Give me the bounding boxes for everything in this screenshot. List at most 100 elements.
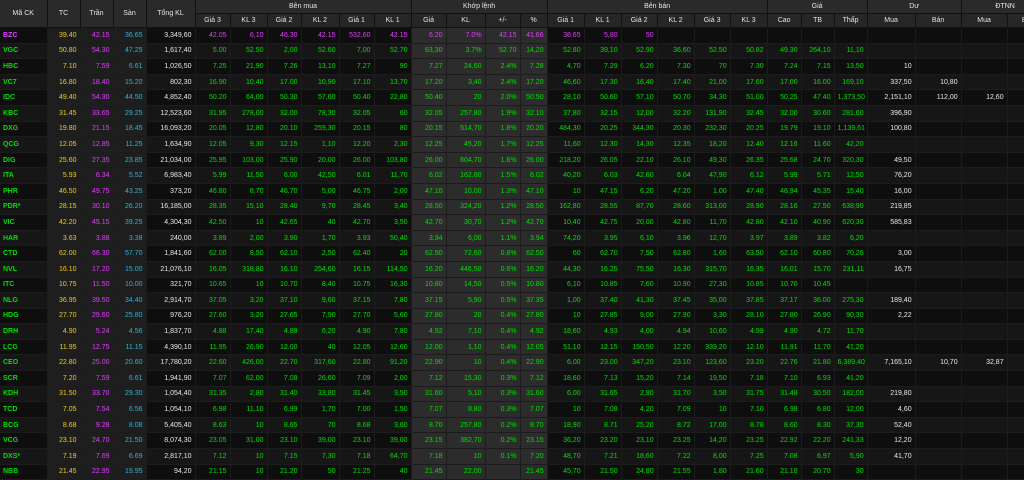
col-sub[interactable]: KL 1 — [584, 13, 622, 28]
value-cell: 20.70 — [801, 464, 835, 480]
table-row[interactable]: VIC 42.20 45.15 39.25 4,304,30 42.50 10 42.65 40… — [0, 214, 1024, 231]
value-cell: 275,30 — [834, 292, 868, 309]
symbol-cell[interactable]: QCG — [0, 136, 48, 153]
value-cell: 7.28 — [520, 58, 548, 75]
col-sub[interactable]: KL 2 — [657, 13, 695, 28]
table-row[interactable]: DIG 25.60 27.35 23.85 21,034,00 25.95 103,00 25… — [0, 152, 1024, 169]
table-row[interactable]: HAR 3.63 3.88 3.38 240,00 3.89 2,00 3.90 1,70 3.9… — [0, 230, 1024, 247]
floor-price: 23.85 — [113, 152, 147, 169]
table-row[interactable]: LCG 11.95 12.75 11.15 4,390,10 11.95 26,90 12.0… — [0, 339, 1024, 356]
col-floor[interactable]: Sàn — [113, 0, 147, 28]
table-row[interactable]: HDG 27.70 29.60 25.80 976,20 27.60 3,20 27.65 7,… — [0, 308, 1024, 325]
table-row[interactable]: BCG 8.68 9.28 8.08 5,405,40 8.63 10 8.65 70 8.68 3… — [0, 417, 1024, 434]
col-sub[interactable]: KL 3 — [230, 13, 268, 28]
col-sub[interactable]: Giá — [411, 13, 447, 28]
symbol-cell[interactable]: IDC — [0, 89, 48, 106]
col-sub[interactable]: KL 2 — [301, 13, 340, 28]
table-row[interactable]: NVL 16.10 17.20 15.00 21,076,10 16.05 318,80 16… — [0, 261, 1024, 278]
table-row[interactable]: DXS* 7.19 7.69 6.69 2,817,10 7.12 10 7.15 7,30 7.… — [0, 448, 1024, 465]
symbol-cell[interactable]: PHR — [0, 183, 48, 200]
col-sub[interactable]: KL — [446, 13, 486, 28]
table-row[interactable]: KBC 31.45 33.65 29.25 12,523,60 31.95 278,00 32… — [0, 105, 1024, 122]
col-sub[interactable]: Mua — [961, 13, 1008, 28]
table-row[interactable]: KDH 31.50 33.70 29.30 1,054,40 31.35 2,80 31.40… — [0, 386, 1024, 403]
value-cell: 3.95 — [584, 230, 622, 247]
symbol-cell[interactable]: HBC — [0, 58, 48, 75]
value-cell: 76,20 — [867, 167, 916, 184]
col-sub[interactable]: Cao — [767, 13, 802, 28]
col-total-volume[interactable]: Tổng KL — [146, 0, 196, 28]
col-sub[interactable]: Giá 1 — [339, 13, 375, 28]
table-row[interactable]: IDC 49.40 54.30 44.50 4,852,40 50.20 64,00 50.3… — [0, 89, 1024, 106]
symbol-cell[interactable]: BZC — [0, 27, 48, 44]
table-row[interactable]: ITA 5.93 6.34 5.52 6,983,40 5.99 11,50 6.00 42,5… — [0, 167, 1024, 184]
col-ceiling[interactable]: Trần — [80, 0, 114, 28]
col-sub[interactable]: Mua — [867, 13, 916, 28]
value-cell: 3,20 — [230, 292, 268, 309]
symbol-cell[interactable]: ITC — [0, 277, 48, 294]
symbol-cell[interactable]: HDG — [0, 308, 48, 325]
col-sub[interactable]: KL 1 — [374, 13, 412, 28]
value-cell: 42.75 — [584, 214, 622, 231]
symbol-cell[interactable]: PDR* — [0, 199, 48, 216]
symbol-cell[interactable]: KBC — [0, 105, 48, 122]
value-cell: 36.00 — [801, 292, 835, 309]
table-row[interactable]: CTD 62.00 66.30 57.70 1,841,60 62.00 8,50 62.10… — [0, 245, 1024, 262]
col-sub[interactable]: +/- — [485, 13, 521, 28]
value-cell: 3,00 — [867, 245, 916, 262]
col-sub[interactable]: Giá 2 — [621, 13, 658, 28]
col-sub[interactable]: TB — [801, 13, 835, 28]
table-row[interactable]: DXG 19.80 21.15 18.45 16,093,20 20.05 12,80 20.… — [0, 121, 1024, 138]
col-sub[interactable]: Giá 1 — [547, 13, 585, 28]
symbol-cell[interactable]: DXS* — [0, 448, 48, 465]
table-row[interactable]: ITC 10.75 11.50 10.00 321,70 10.65 10 10.70 8,40… — [0, 277, 1024, 294]
value-cell: 80 — [374, 121, 412, 138]
table-row[interactable]: NLG 36.95 39.50 34.40 2,914,70 37.05 3,20 37.10… — [0, 292, 1024, 309]
table-row[interactable]: VGC 50.80 54.30 47.25 1,617,40 5.00 52.50 2,00 5… — [0, 43, 1024, 60]
table-row[interactable]: NBB 21.45 22.95 19.95 94,20 21.15 10 21.20 50 21.… — [0, 464, 1024, 480]
col-sub[interactable]: KL 3 — [730, 13, 768, 28]
symbol-cell[interactable]: BCG — [0, 417, 48, 434]
col-sub[interactable]: % — [520, 13, 548, 28]
table-row[interactable]: VC7 16.80 18.40 15.20 802,30 16.90 10,40 17.00 1… — [0, 74, 1024, 91]
table-row[interactable]: DRH 4.90 5.24 4.56 1,837,70 4.88 17,40 4.89 6,20… — [0, 323, 1024, 340]
col-sub[interactable]: Thấp — [834, 13, 868, 28]
table-row[interactable]: QCG 12.05 12.85 11.25 1,634,90 12.05 9,30 12.15… — [0, 136, 1024, 153]
col-ref[interactable]: TC — [47, 0, 81, 28]
table-row[interactable]: PDR* 28.15 30.10 26.20 16,185,00 28.35 15,10 28… — [0, 199, 1024, 216]
col-sub[interactable]: Giá 3 — [694, 13, 731, 28]
symbol-cell[interactable]: SCR — [0, 370, 48, 387]
symbol-cell[interactable]: DIG — [0, 152, 48, 169]
symbol-cell[interactable]: ITA — [0, 167, 48, 184]
total-volume: 16,185,00 — [146, 199, 196, 216]
table-row[interactable]: SCR 7.20 7.59 6.61 1,941,90 7.07 62,00 7.08 26,6… — [0, 370, 1024, 387]
symbol-cell[interactable]: DXG — [0, 121, 48, 138]
col-sub[interactable]: Giá 3 — [195, 13, 231, 28]
value-cell: 60.80 — [801, 245, 835, 262]
col-symbol[interactable]: Mã CK — [0, 0, 48, 28]
symbol-cell[interactable]: HAR — [0, 230, 48, 247]
symbol-cell[interactable]: NVL — [0, 261, 48, 278]
symbol-cell[interactable]: CTD — [0, 245, 48, 262]
symbol-cell[interactable]: LCG — [0, 339, 48, 356]
symbol-cell[interactable]: DRH — [0, 323, 48, 340]
symbol-cell[interactable]: VGC — [0, 43, 48, 60]
value-cell: 63.50 — [730, 245, 768, 262]
symbol-cell[interactable]: VC7 — [0, 74, 48, 91]
symbol-cell[interactable]: VCG — [0, 432, 48, 450]
table-row[interactable]: PHR 46.50 49.75 43.25 373,20 46.80 8,70 46.70 5,… — [0, 183, 1024, 200]
table-row[interactable]: TCD 7.05 7.54 6.56 1,054,10 6.98 11,10 6.99 1,70… — [0, 401, 1024, 418]
symbol-cell[interactable]: TCD — [0, 401, 48, 418]
table-row[interactable]: VCG 23.10 24.70 21.50 8,074,30 23.05 31,00 23.1… — [0, 432, 1024, 450]
symbol-cell[interactable]: VIC — [0, 214, 48, 231]
col-sub[interactable]: Bán — [915, 13, 962, 28]
table-row[interactable]: HBC 7.10 7.59 6.61 1,026,50 7.25 21,90 7.26 13,1… — [0, 58, 1024, 75]
symbol-cell[interactable]: NBB — [0, 464, 48, 480]
col-sub[interactable]: Giá 2 — [267, 13, 302, 28]
symbol-cell[interactable]: KDH — [0, 386, 48, 403]
table-row[interactable]: CEO 22.80 25.00 20.60 17,780,20 22.60 426,00 22… — [0, 354, 1024, 372]
col-sub[interactable]: Bán — [1007, 13, 1024, 28]
symbol-cell[interactable]: NLG — [0, 292, 48, 309]
symbol-cell[interactable]: CEO — [0, 354, 48, 372]
table-row[interactable]: BZC 39.40 42.15 36.65 3,349,60 42.05 6,10 46.30… — [0, 27, 1024, 44]
